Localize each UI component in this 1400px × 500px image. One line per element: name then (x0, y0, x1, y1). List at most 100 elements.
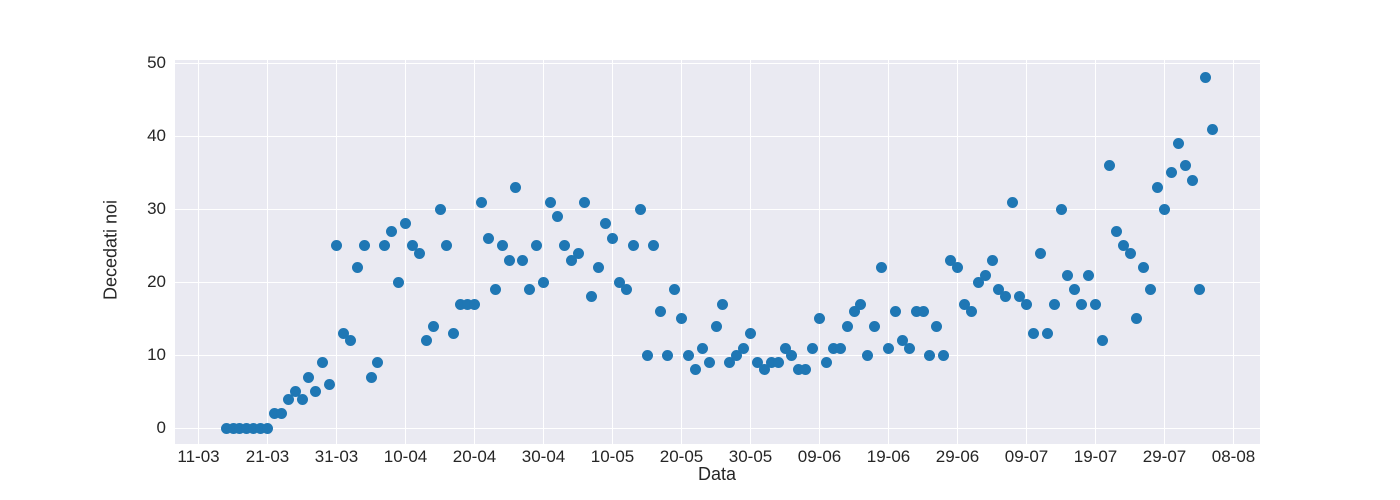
data-point (358, 240, 370, 252)
data-point (820, 357, 832, 369)
data-point (600, 218, 612, 230)
data-point (1090, 298, 1101, 310)
data-point (1159, 203, 1170, 215)
data-point (848, 306, 860, 317)
data-point (945, 254, 957, 266)
data-point (703, 357, 715, 369)
data-point (489, 284, 501, 296)
x-gridline (197, 60, 200, 444)
x-tick-label: 09-07 (1004, 447, 1049, 466)
y-axis-label: Decedati noi (100, 199, 121, 301)
data-point (841, 320, 853, 332)
data-point (586, 291, 598, 303)
y-gridline (175, 354, 1260, 356)
data-point (1117, 240, 1129, 252)
x-gridline (887, 60, 890, 444)
data-point (800, 364, 812, 376)
x-gridline (1163, 60, 1166, 444)
data-point (1048, 298, 1060, 310)
data-point (331, 240, 342, 252)
data-point (406, 240, 418, 252)
data-point (1041, 327, 1053, 339)
data-point (565, 254, 577, 266)
data-point (1034, 247, 1046, 259)
data-point (993, 284, 1005, 296)
data-point (1069, 284, 1081, 296)
data-point (972, 276, 984, 288)
x-tick-label: 21-03 (245, 447, 290, 466)
data-point (337, 327, 349, 339)
x-tick-label: 11-03 (177, 447, 220, 466)
y-gridline (175, 208, 1260, 210)
data-point (551, 211, 563, 223)
data-point (475, 196, 487, 208)
data-point (496, 240, 508, 252)
data-point (255, 422, 267, 434)
data-point (834, 342, 846, 354)
plot-area (175, 60, 1260, 444)
data-point (613, 276, 625, 288)
data-point (1103, 160, 1115, 171)
x-tick-label: 19-06 (866, 447, 911, 466)
data-point (627, 240, 639, 252)
data-point (1027, 327, 1039, 339)
data-point (344, 335, 356, 347)
data-point (1096, 335, 1108, 347)
data-point (441, 240, 453, 252)
data-point (1165, 167, 1177, 179)
data-point (710, 320, 722, 332)
data-point (386, 225, 398, 237)
data-point (717, 298, 729, 310)
data-point (731, 349, 743, 361)
data-point (579, 196, 591, 208)
data-point (317, 357, 329, 369)
y-tick-label: 10 (147, 345, 166, 365)
data-point (303, 371, 315, 383)
x-gridline (956, 60, 959, 444)
data-point (910, 306, 922, 317)
data-point (1207, 123, 1219, 135)
data-point (676, 313, 687, 325)
data-point (965, 306, 977, 317)
x-gridline (1232, 60, 1235, 444)
data-point (248, 422, 260, 434)
y-tick-label: 30 (147, 199, 166, 219)
data-point (952, 262, 963, 274)
data-point (696, 342, 708, 354)
data-point (986, 254, 998, 266)
x-tick-label: 31-03 (314, 447, 359, 466)
data-point (724, 357, 736, 369)
data-point (883, 342, 894, 354)
data-point (289, 386, 301, 398)
data-point (227, 422, 239, 434)
data-point (889, 306, 901, 317)
data-point (220, 422, 232, 434)
data-point (793, 364, 805, 376)
data-point (572, 247, 584, 259)
data-point (655, 306, 667, 317)
data-point (282, 393, 294, 405)
data-point (462, 298, 474, 310)
data-point (689, 364, 701, 376)
x-gridline (1094, 60, 1097, 444)
data-point (938, 349, 950, 361)
data-point (772, 357, 784, 369)
data-point (420, 335, 432, 347)
data-point (738, 342, 750, 354)
data-point (400, 218, 411, 230)
data-point (517, 254, 529, 266)
x-tick-label: 29-06 (935, 447, 980, 466)
x-axis-label: Data (697, 464, 737, 484)
data-point (758, 364, 770, 376)
y-tick-label: 50 (147, 53, 166, 73)
data-point (262, 422, 273, 434)
data-point (876, 262, 888, 274)
data-point (413, 247, 425, 259)
data-point (538, 276, 549, 288)
data-point (648, 240, 660, 252)
data-point (524, 284, 536, 296)
y-gridline (175, 62, 1260, 64)
data-point (1062, 269, 1074, 281)
x-tick-label: 10-05 (590, 447, 635, 466)
data-point (558, 240, 570, 252)
